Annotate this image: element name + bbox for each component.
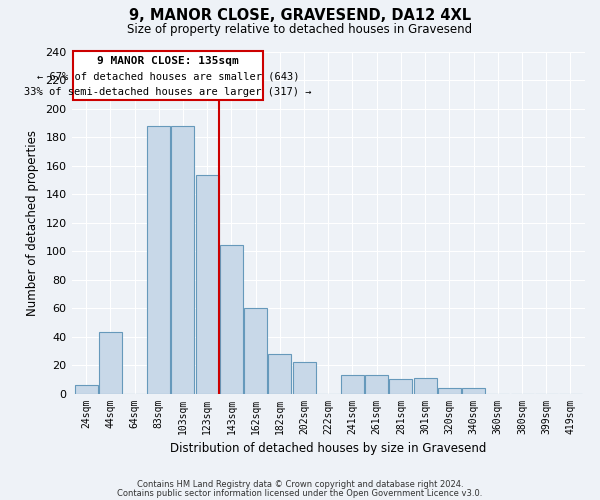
Bar xyxy=(413,378,437,394)
Bar xyxy=(244,308,267,394)
Bar xyxy=(73,52,263,100)
Bar xyxy=(196,176,218,394)
Text: Size of property relative to detached houses in Gravesend: Size of property relative to detached ho… xyxy=(127,22,473,36)
Text: 9 MANOR CLOSE: 135sqm: 9 MANOR CLOSE: 135sqm xyxy=(97,56,239,66)
Bar xyxy=(365,375,388,394)
Bar xyxy=(220,246,243,394)
Bar xyxy=(147,126,170,394)
Bar xyxy=(172,126,194,394)
Bar xyxy=(341,375,364,394)
Bar xyxy=(293,362,316,394)
Bar xyxy=(74,385,98,394)
Bar xyxy=(438,388,461,394)
Bar xyxy=(99,332,122,394)
Bar xyxy=(268,354,292,394)
Bar xyxy=(389,380,412,394)
Text: Contains public sector information licensed under the Open Government Licence v3: Contains public sector information licen… xyxy=(118,490,482,498)
Bar xyxy=(462,388,485,394)
Text: ← 67% of detached houses are smaller (643): ← 67% of detached houses are smaller (64… xyxy=(37,72,299,82)
X-axis label: Distribution of detached houses by size in Gravesend: Distribution of detached houses by size … xyxy=(170,442,487,455)
Y-axis label: Number of detached properties: Number of detached properties xyxy=(26,130,38,316)
Text: 33% of semi-detached houses are larger (317) →: 33% of semi-detached houses are larger (… xyxy=(24,87,311,97)
Text: Contains HM Land Registry data © Crown copyright and database right 2024.: Contains HM Land Registry data © Crown c… xyxy=(137,480,463,489)
Text: 9, MANOR CLOSE, GRAVESEND, DA12 4XL: 9, MANOR CLOSE, GRAVESEND, DA12 4XL xyxy=(129,8,471,22)
